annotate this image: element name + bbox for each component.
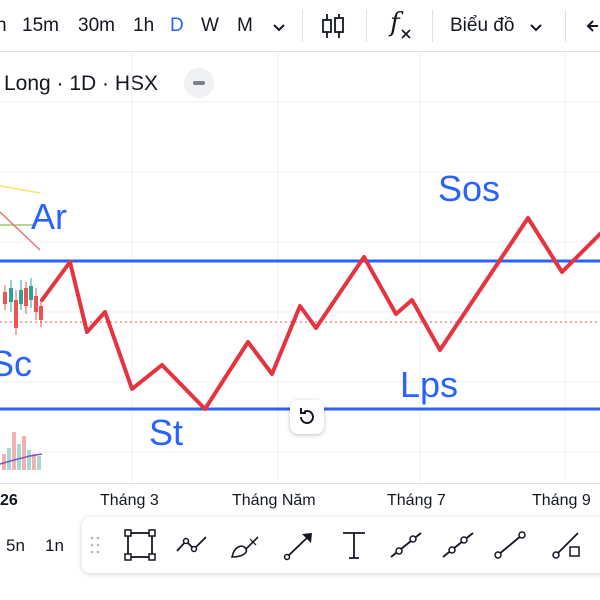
top-toolbar: n 15m 30m 1h D W M f Biểu đồ xyxy=(0,0,600,52)
time-axis-label: Tháng 9 xyxy=(532,492,591,509)
time-axis-label: Tháng 7 xyxy=(387,492,446,509)
annotation-sc[interactable]: Sc xyxy=(0,343,32,384)
extended-line-tool-icon[interactable] xyxy=(548,529,584,561)
toolbar-separator xyxy=(366,10,367,42)
drawing-toolbar xyxy=(82,517,600,573)
brush-tool-icon[interactable] xyxy=(228,529,264,561)
time-axis-label: Tháng 3 xyxy=(100,492,159,509)
time-axis-year: 26 xyxy=(0,492,18,509)
moving-average-lines xyxy=(0,185,41,251)
rectangle-tool-icon[interactable] xyxy=(122,529,158,561)
interval-m[interactable]: M xyxy=(237,15,253,36)
interval-15m[interactable]: 15m xyxy=(22,15,59,36)
annotation-lps[interactable]: Lps xyxy=(400,364,458,405)
interval-30m[interactable]: 30m xyxy=(78,15,115,36)
time-axis[interactable]: 26 Tháng 3 Tháng Năm Tháng 7 Tháng 9 xyxy=(0,483,600,515)
price-candles xyxy=(3,278,43,335)
range-5y-button[interactable]: 5n xyxy=(6,536,25,555)
chart-type-label[interactable]: Biểu đồ xyxy=(450,15,515,36)
toolbar-separator xyxy=(432,10,433,42)
indicators-glyph: f xyxy=(390,8,400,38)
candlestick-icon[interactable] xyxy=(320,12,346,40)
trend-line-tool-icon[interactable] xyxy=(388,529,424,561)
collapse-legend-button[interactable] xyxy=(184,68,214,98)
interval-w[interactable]: W xyxy=(201,15,219,36)
annotation-st[interactable]: St xyxy=(149,412,183,453)
interval-1h[interactable]: 1h xyxy=(133,15,155,36)
arrow-tool-icon[interactable] xyxy=(282,529,318,561)
interval-partial[interactable]: n xyxy=(0,15,7,36)
reset-chart-button[interactable] xyxy=(290,400,324,434)
interval-d[interactable]: D xyxy=(170,15,184,36)
range-1y-button[interactable]: 1n xyxy=(45,536,64,555)
path-tool-icon[interactable] xyxy=(174,529,210,561)
text-tool-icon[interactable] xyxy=(336,529,372,561)
indicators-icon[interactable]: f xyxy=(388,8,414,42)
rotate-icon xyxy=(300,408,314,424)
chart-canvas[interactable]: Ar Sc St Sos Lps xyxy=(0,52,600,483)
toolbar-separator xyxy=(565,10,566,42)
annotation-ar[interactable]: Ar xyxy=(31,196,67,237)
symbol-title: Long · 1D · HSX xyxy=(4,72,159,95)
time-axis-label: Tháng Năm xyxy=(232,492,316,509)
minus-icon xyxy=(193,81,205,85)
toolbar-separator xyxy=(302,10,303,42)
drag-handle-icon[interactable] xyxy=(90,535,100,555)
undo-icon[interactable] xyxy=(584,16,600,36)
line-tool-icon[interactable] xyxy=(492,529,528,561)
wyckoff-path[interactable] xyxy=(40,216,600,411)
volume-bars xyxy=(0,432,43,470)
chevron-down-icon[interactable] xyxy=(272,20,286,32)
annotation-sos[interactable]: Sos xyxy=(438,168,500,209)
grid xyxy=(0,52,600,483)
ray-tool-icon[interactable] xyxy=(440,529,476,561)
chevron-down-icon[interactable] xyxy=(529,20,543,32)
